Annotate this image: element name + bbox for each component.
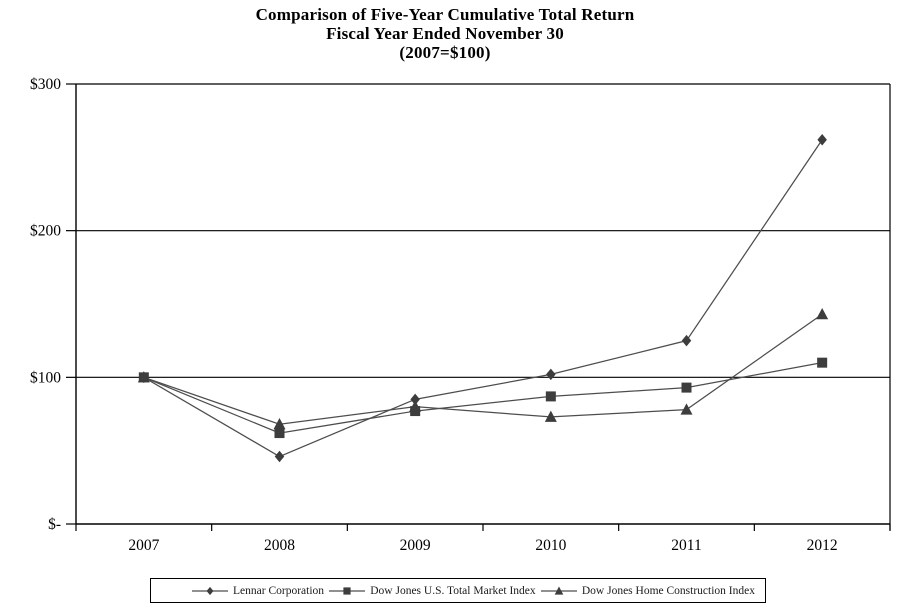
series-markers-square	[138, 357, 828, 439]
y-axis-tick-label: $300	[30, 76, 61, 93]
diamond-line-icon	[192, 586, 228, 595]
y-axis-tick-label: $100	[30, 369, 61, 386]
legend-entry-dj-total-market: Dow Jones U.S. Total Market Index	[328, 584, 536, 597]
y-axis-tick-label: $200	[30, 223, 61, 240]
chart-title-line2: Fiscal Year Ended November 30	[326, 24, 564, 43]
series-markers-triangle	[137, 308, 829, 430]
legend-entry-dj-home-construction: Dow Jones Home Construction Index	[540, 585, 755, 597]
x-axis-tick-label: 2012	[807, 537, 838, 554]
series-markers-diamond	[139, 133, 827, 463]
x-axis-tick-label: 2008	[264, 537, 295, 554]
x-axis-tick-label: 2009	[400, 537, 431, 554]
chart-title: Comparison of Five-Year Cumulative Total…	[0, 5, 890, 62]
triangle-line-icon	[540, 586, 577, 595]
legend-label: Dow Jones U.S. Total Market Index	[370, 584, 536, 597]
x-axis-tick-label: 2007	[128, 537, 159, 554]
legend-label: Lennar Corporation	[233, 584, 325, 597]
series-line-square	[143, 362, 823, 434]
legend-label: Dow Jones Home Construction Index	[581, 584, 755, 597]
legend-entry-lennar: Lennar Corporation	[191, 585, 324, 597]
chart-title-line1: Comparison of Five-Year Cumulative Total…	[255, 5, 635, 24]
chart-legend: Lennar Corporation Dow Jones U.S. Total …	[150, 578, 766, 603]
series-line-triangle	[143, 313, 823, 425]
chart-title-line3: (2007=$100)	[399, 43, 491, 62]
y-axis-tick-label: $-	[48, 516, 61, 533]
x-axis-tick-label: 2010	[535, 537, 566, 554]
x-axis-tick-label: 2011	[671, 537, 701, 554]
series-line-diamond	[143, 139, 823, 458]
square-line-icon	[329, 586, 366, 595]
